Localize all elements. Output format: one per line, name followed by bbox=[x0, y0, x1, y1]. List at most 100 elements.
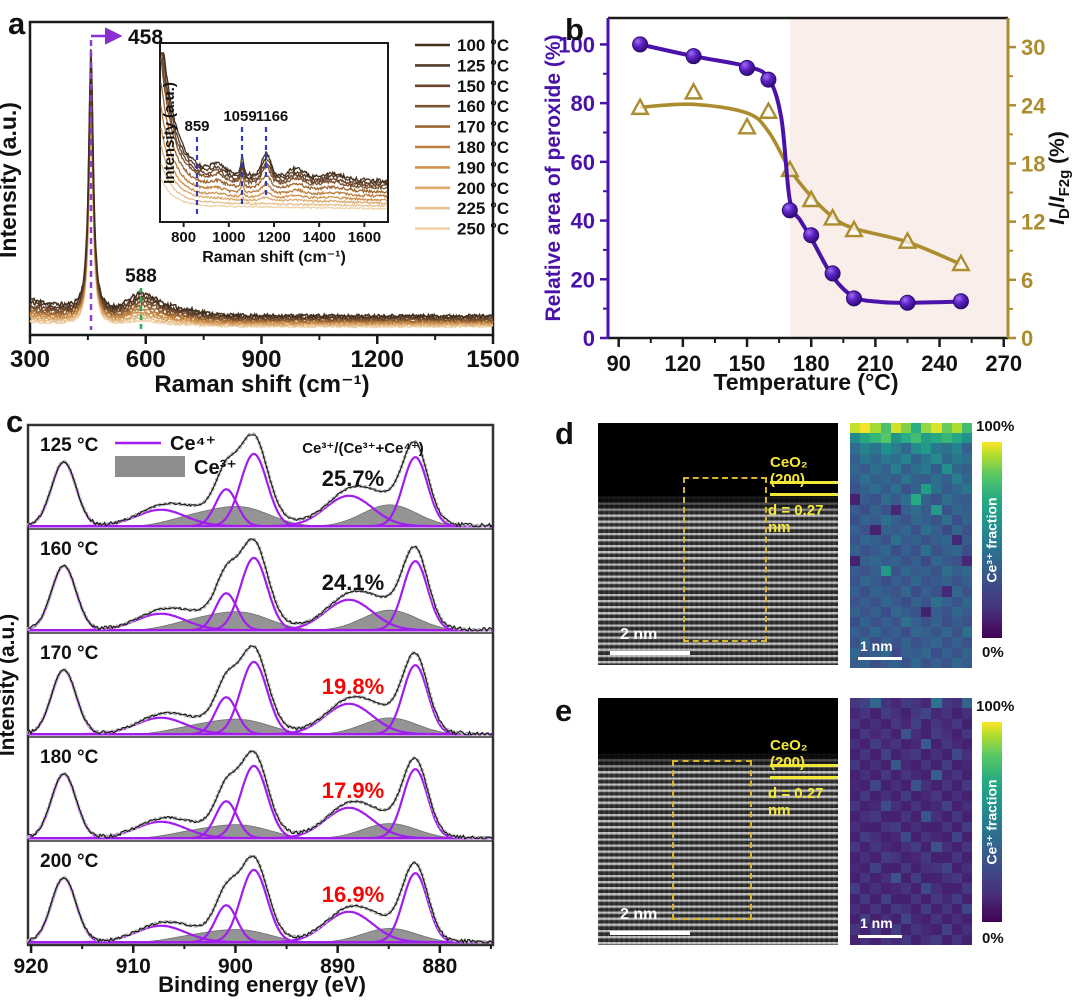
heatmap-cell bbox=[850, 616, 861, 628]
b-left-tick-label: 20 bbox=[571, 267, 595, 292]
heatmap-cell bbox=[860, 616, 871, 628]
heatmap-cell bbox=[941, 914, 952, 925]
heatmap-cell bbox=[931, 924, 942, 935]
heatmap-cell bbox=[931, 433, 942, 444]
heatmap-cell bbox=[870, 555, 881, 566]
b-right-tick-label: 12 bbox=[1021, 210, 1045, 235]
heatmap-cell bbox=[961, 616, 972, 628]
heatmap-cell bbox=[951, 883, 962, 894]
heatmap-cell bbox=[890, 443, 901, 454]
colorbar-bottom-label-d: 0% bbox=[982, 644, 1004, 661]
heatmap-cell bbox=[941, 842, 952, 853]
heatmap-cell bbox=[860, 565, 871, 577]
heatmap-cell bbox=[880, 718, 891, 729]
inset-x-tick-label: 1600 bbox=[348, 229, 381, 246]
heatmap-cell bbox=[921, 484, 932, 495]
heatmap-cell bbox=[860, 914, 871, 925]
heatmap-cell bbox=[931, 903, 942, 915]
heatmap-cell bbox=[860, 842, 871, 853]
panel-c: 920 910 900 890 880 c Intensity (a.u.) Bindi… bbox=[0, 400, 545, 1000]
inset-peak-1166-label: 1166 bbox=[256, 108, 289, 125]
heatmap-cell bbox=[951, 914, 962, 925]
heatmap-cell bbox=[931, 535, 942, 546]
heatmap-cell bbox=[961, 606, 972, 617]
gold-triangle-marker bbox=[844, 219, 864, 238]
heatmap-cell bbox=[931, 484, 942, 495]
heatmap-cell bbox=[880, 934, 891, 945]
heatmap-cell bbox=[860, 463, 871, 475]
heatmap-cell bbox=[890, 565, 901, 577]
colorbar-top-label-e: 100% bbox=[976, 698, 1015, 715]
heatmap-cell bbox=[931, 463, 942, 475]
heatmap-cell bbox=[850, 474, 861, 485]
heatmap-cell bbox=[870, 842, 881, 853]
heatmap-cell bbox=[961, 423, 972, 434]
heatmap-cell bbox=[961, 453, 972, 464]
heatmap-cell bbox=[880, 657, 891, 668]
heatmap-cell bbox=[890, 637, 901, 648]
heatmap-cell bbox=[931, 790, 942, 801]
heatmap-cell bbox=[921, 565, 932, 577]
heatmap-cell bbox=[911, 637, 922, 648]
heatmap-cell bbox=[850, 708, 861, 719]
heatmap-cell bbox=[961, 708, 972, 719]
heatmap-cell bbox=[961, 800, 972, 812]
heatmap-cell bbox=[961, 525, 972, 536]
heatmap-cell bbox=[870, 423, 881, 434]
heatmap-cell bbox=[941, 443, 952, 454]
c-temp-160: 160 °C bbox=[40, 539, 99, 560]
inset-y-axis-label: Intensity (a.u.) bbox=[161, 82, 178, 184]
heatmap-cell bbox=[951, 728, 962, 740]
heatmap-cell bbox=[900, 903, 911, 915]
heatmap-cell bbox=[931, 914, 942, 925]
heatmap-cell bbox=[911, 770, 922, 781]
heatmap-cell bbox=[961, 852, 972, 863]
heatmap-cell bbox=[921, 872, 932, 884]
heatmap-cell bbox=[951, 474, 962, 485]
heatmap-cell bbox=[911, 811, 922, 822]
heatmap-cell bbox=[890, 433, 901, 444]
heatmap-cell bbox=[941, 759, 952, 771]
c-x-tick-label: 910 bbox=[116, 955, 151, 978]
heatmap-cell bbox=[921, 831, 932, 843]
heatmap-cell bbox=[931, 637, 942, 648]
heatmap-cell bbox=[911, 474, 922, 485]
inset-curve-180°C bbox=[160, 105, 388, 199]
heatmap-cell bbox=[900, 525, 911, 536]
heatmap-cell bbox=[850, 606, 861, 617]
heatmap-cell bbox=[941, 463, 952, 475]
heatmap-cell bbox=[850, 811, 861, 822]
heatmap-cell bbox=[921, 535, 932, 546]
heatmap-cell bbox=[931, 494, 942, 505]
heatmap-cell bbox=[951, 525, 962, 536]
heatmap-cell bbox=[951, 606, 962, 617]
heatmap-cell bbox=[900, 718, 911, 729]
heatmap-cell bbox=[911, 883, 922, 894]
gold-triangle-marker bbox=[758, 101, 779, 119]
heatmap-cell bbox=[911, 647, 922, 658]
heatmap-cell bbox=[870, 759, 881, 771]
raman-curve-100°C bbox=[29, 49, 494, 319]
heatmap-cell bbox=[941, 708, 952, 719]
legend-label-150°C: 150 °C bbox=[457, 77, 509, 96]
heatmap-cell bbox=[900, 759, 911, 771]
heatmap-cell bbox=[870, 576, 881, 587]
heatmap-cell bbox=[870, 934, 881, 945]
raman-inset: 800 1000 1200 1400 1600 bbox=[159, 42, 389, 246]
heatmap-cell bbox=[911, 862, 922, 873]
heatmap-cell bbox=[880, 903, 891, 915]
heatmap-cell bbox=[931, 616, 942, 628]
heatmap-cell bbox=[860, 433, 871, 444]
heatmap-cell bbox=[890, 596, 901, 607]
heatmap-cell bbox=[931, 627, 942, 638]
heatmap-cell bbox=[890, 811, 901, 822]
heatmap-cell bbox=[931, 586, 942, 597]
heatmap-cell bbox=[911, 423, 922, 434]
c-x-tick-label: 920 bbox=[14, 955, 49, 978]
heatmap-cell bbox=[860, 708, 871, 719]
heatmap-cell bbox=[850, 627, 861, 638]
heatmap-cell bbox=[880, 698, 891, 709]
heatmap-cell bbox=[890, 872, 901, 884]
heatmap-cell bbox=[860, 924, 871, 935]
